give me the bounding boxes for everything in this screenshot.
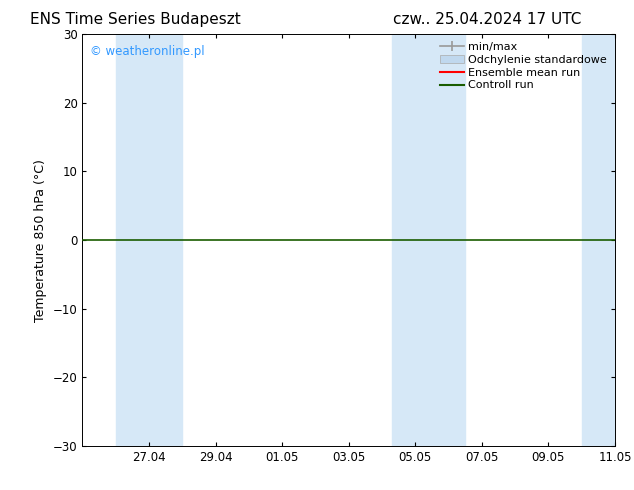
Text: ENS Time Series Budapeszt: ENS Time Series Budapeszt (30, 12, 241, 27)
Legend: min/max, Odchylenie standardowe, Ensemble mean run, Controll run: min/max, Odchylenie standardowe, Ensembl… (437, 40, 609, 93)
Bar (116, 34, 183, 446)
Text: © weatheronline.pl: © weatheronline.pl (91, 45, 205, 58)
Bar (432, 34, 465, 446)
Bar (392, 34, 432, 446)
Y-axis label: Temperature 850 hPa (°C): Temperature 850 hPa (°C) (34, 159, 48, 321)
Bar (582, 34, 615, 446)
Text: czw.. 25.04.2024 17 UTC: czw.. 25.04.2024 17 UTC (393, 12, 581, 27)
